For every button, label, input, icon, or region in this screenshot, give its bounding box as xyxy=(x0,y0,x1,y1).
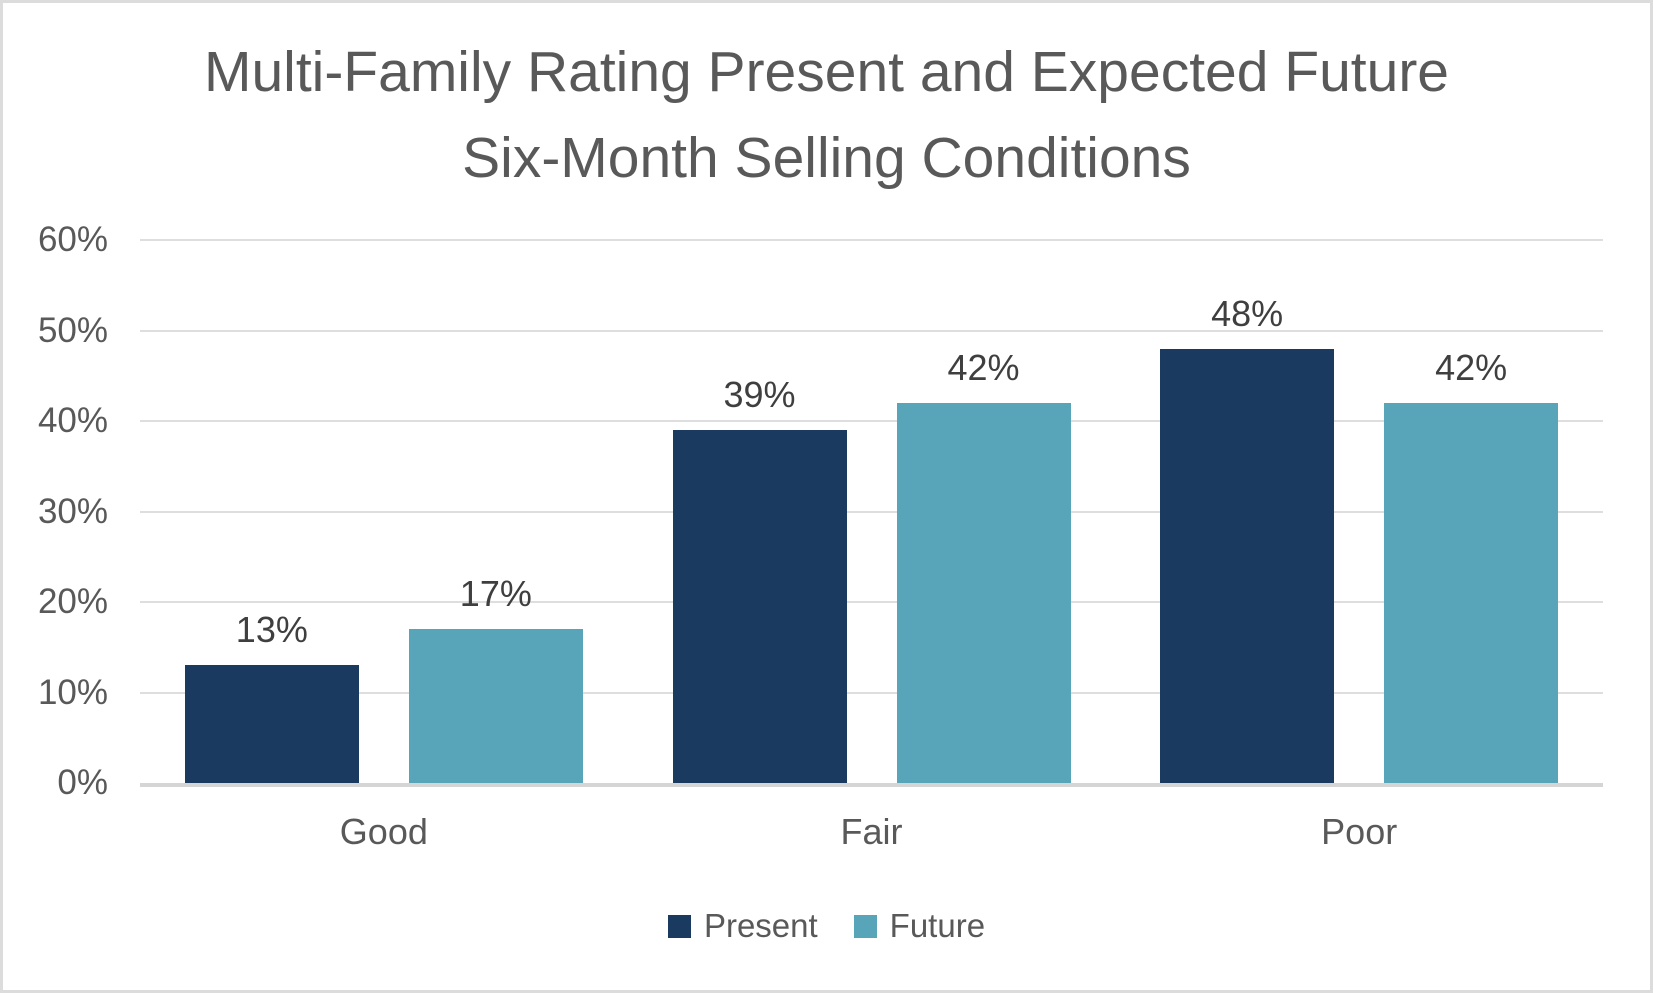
bar-present-poor: 48% xyxy=(1160,293,1335,783)
gridline-40% xyxy=(140,420,1603,423)
y-tick-label-40%: 40% xyxy=(37,401,108,440)
data-label-future-good: 17% xyxy=(459,573,532,615)
bars-row: 13% 17% 39% 42% 48% 42% xyxy=(140,240,1603,783)
gridline-10% xyxy=(140,691,1603,694)
chart-title-line-2: Six-Month Selling Conditions xyxy=(462,126,1191,190)
bar-present-good: 13% xyxy=(184,609,359,783)
legend-item-future: Future xyxy=(853,907,986,944)
data-label-future-fair: 42% xyxy=(947,346,1020,388)
bar-present-fair: 39% xyxy=(672,374,847,783)
data-label-present-poor: 48% xyxy=(1211,292,1284,334)
gridline-50% xyxy=(140,329,1603,332)
x-tick-label-poor: Poor xyxy=(1321,811,1398,852)
y-tick-label-10%: 10% xyxy=(37,672,108,712)
x-axis-line xyxy=(140,783,1603,787)
bar-group-poor: 48% 42% xyxy=(1115,240,1603,783)
x-tick-label-good: Good xyxy=(339,811,428,852)
chart-title-line-1: Multi-Family Rating Present and Expected… xyxy=(203,40,1450,104)
bar-future-fair: 42% xyxy=(896,347,1071,783)
gridline-20% xyxy=(140,601,1603,604)
bar-future-poor: 42% xyxy=(1384,347,1559,783)
y-tick-label-0%: 0% xyxy=(57,763,108,802)
x-axis-labels: Good Fair Poor xyxy=(140,811,1603,853)
y-tick-label-20%: 20% xyxy=(37,582,108,621)
data-label-future-poor: 42% xyxy=(1435,346,1508,388)
legend: Present Future xyxy=(3,908,1650,944)
y-tick-label-60%: 60% xyxy=(37,220,108,259)
plot-area: 13% 17% 39% 42% 48% 42% 0% 10% 20% 30% 40% 50% 60% xyxy=(38,222,1603,801)
bar-group-good: 13% 17% xyxy=(140,240,628,783)
legend-item-present: Present xyxy=(667,907,818,944)
gridline-30% xyxy=(140,510,1603,513)
bar-group-fair: 39% 42% xyxy=(628,240,1116,783)
legend-swatch-future xyxy=(853,914,877,938)
y-tick-label-30%: 30% xyxy=(37,491,108,531)
data-label-present-good: 13% xyxy=(235,609,308,651)
legend-label-future: Future xyxy=(889,907,986,944)
x-tick-label-fair: Fair xyxy=(840,811,903,852)
legend-swatch-present xyxy=(667,914,691,938)
legend-label-present: Present xyxy=(703,907,818,944)
gridline-60% xyxy=(140,239,1603,241)
chart-title: Multi-Family Rating Present and Expected… xyxy=(3,29,1650,201)
data-label-present-fair: 39% xyxy=(723,374,796,416)
y-tick-label-50%: 50% xyxy=(37,310,108,350)
bar-future-good: 17% xyxy=(408,573,583,783)
